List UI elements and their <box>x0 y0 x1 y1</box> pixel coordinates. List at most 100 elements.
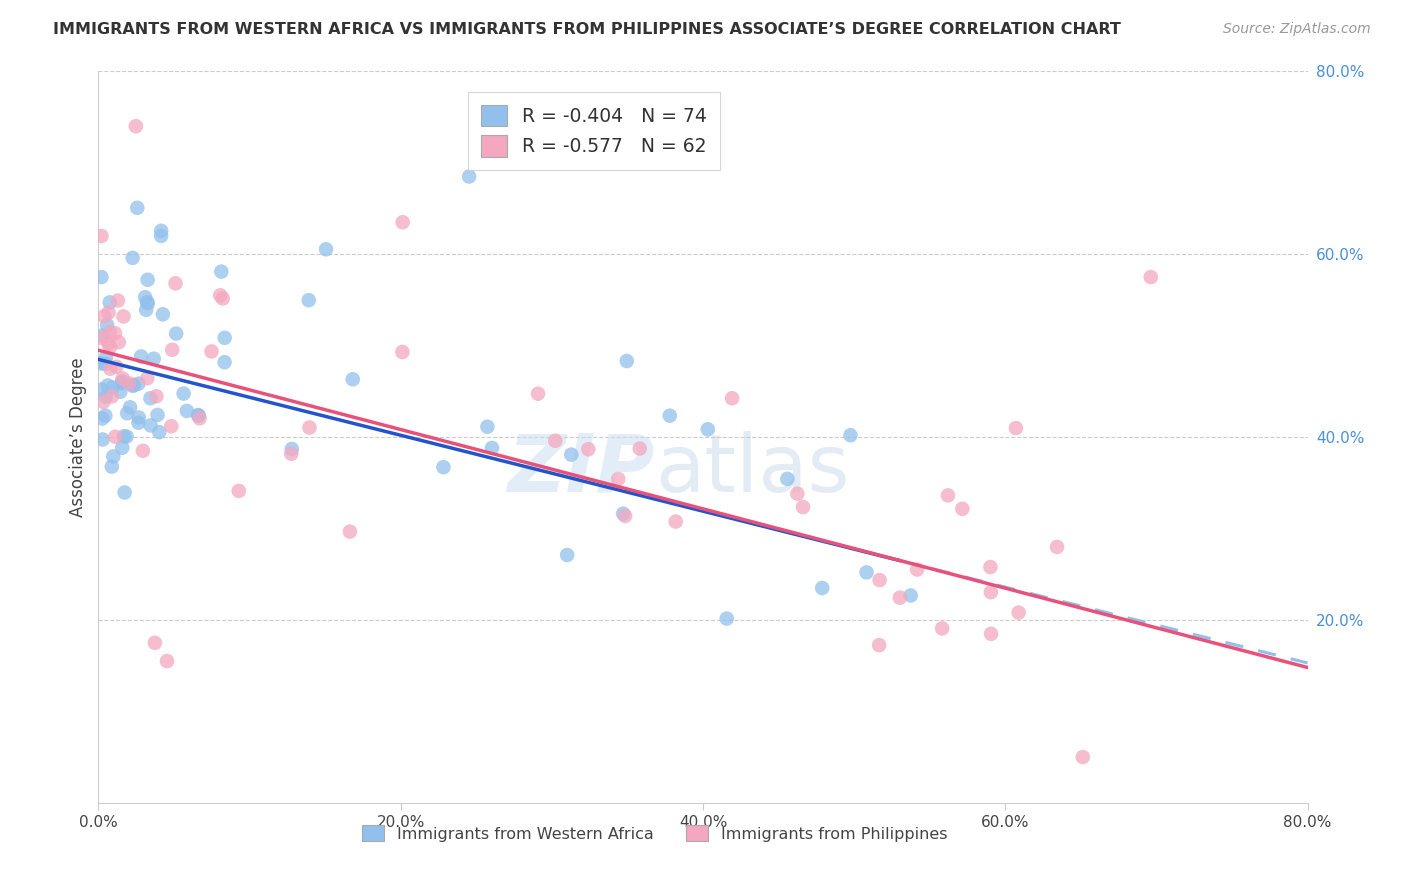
Point <box>665 515 688 529</box>
Point <box>281 442 304 456</box>
Point <box>612 507 634 521</box>
Point <box>458 169 481 184</box>
Point <box>544 434 567 448</box>
Point <box>98 340 121 354</box>
Point <box>776 472 799 486</box>
Point <box>94 409 117 423</box>
Point <box>111 375 134 389</box>
Point <box>93 395 115 409</box>
Point <box>614 508 637 523</box>
Point <box>121 251 143 265</box>
Point <box>98 361 121 376</box>
Point <box>980 627 1002 641</box>
Point <box>114 485 136 500</box>
Point <box>156 654 179 668</box>
Point <box>98 326 121 340</box>
Point <box>143 636 166 650</box>
Point <box>786 486 808 500</box>
Point <box>315 242 337 256</box>
Point <box>128 410 150 425</box>
Point <box>555 548 578 562</box>
Point <box>132 443 155 458</box>
Point <box>127 201 149 215</box>
Point <box>94 390 117 404</box>
Point <box>100 389 122 403</box>
Point <box>139 391 162 405</box>
Point <box>792 500 814 514</box>
Point <box>90 229 112 244</box>
Point <box>136 296 159 310</box>
Point <box>111 371 134 385</box>
Point <box>905 562 928 576</box>
Point <box>855 566 877 580</box>
Point <box>869 573 891 587</box>
Point <box>173 386 195 401</box>
Point <box>811 581 834 595</box>
Point <box>868 638 890 652</box>
Point <box>1005 421 1028 435</box>
Point <box>658 409 681 423</box>
Point <box>104 430 127 444</box>
Point <box>716 611 738 625</box>
Point <box>721 391 744 405</box>
Point <box>150 224 173 238</box>
Point <box>110 384 132 399</box>
Point <box>980 585 1002 599</box>
Point <box>104 326 127 341</box>
Point <box>108 335 131 350</box>
Point <box>134 290 156 304</box>
Point <box>112 310 135 324</box>
Point <box>135 302 157 317</box>
Point <box>127 416 149 430</box>
Point <box>616 354 638 368</box>
Point <box>477 419 499 434</box>
Point <box>127 376 149 391</box>
Point <box>97 378 120 392</box>
Text: IMMIGRANTS FROM WESTERN AFRICA VS IMMIGRANTS FROM PHILIPPINES ASSOCIATE’S DEGREE: IMMIGRANTS FROM WESTERN AFRICA VS IMMIGR… <box>53 22 1122 37</box>
Point <box>187 408 209 422</box>
Point <box>142 351 165 366</box>
Point <box>931 621 953 635</box>
Point <box>107 293 129 308</box>
Point <box>91 411 114 425</box>
Point <box>94 350 117 364</box>
Text: Source: ZipAtlas.com: Source: ZipAtlas.com <box>1223 22 1371 37</box>
Point <box>1007 606 1029 620</box>
Point <box>145 389 167 403</box>
Point <box>1071 750 1094 764</box>
Point <box>146 408 169 422</box>
Point <box>950 501 973 516</box>
Point <box>187 409 209 423</box>
Point <box>98 295 121 310</box>
Legend: Immigrants from Western Africa, Immigrants from Philippines: Immigrants from Western Africa, Immigran… <box>354 817 955 850</box>
Point <box>560 448 582 462</box>
Point <box>432 460 454 475</box>
Point <box>111 376 134 391</box>
Point <box>298 420 321 434</box>
Point <box>214 331 236 345</box>
Point <box>391 215 413 229</box>
Point <box>160 419 183 434</box>
Point <box>152 307 174 321</box>
Point <box>628 442 651 456</box>
Point <box>228 483 250 498</box>
Point <box>209 264 232 278</box>
Point <box>90 331 112 345</box>
Point <box>839 428 862 442</box>
Point <box>211 292 233 306</box>
Point <box>101 380 124 394</box>
Point <box>209 288 232 302</box>
Point <box>90 270 112 285</box>
Point <box>112 429 135 443</box>
Point <box>90 328 112 343</box>
Point <box>97 305 120 319</box>
Point <box>148 425 170 439</box>
Point <box>188 411 211 425</box>
Point <box>90 382 112 396</box>
Point <box>527 386 550 401</box>
Point <box>165 277 187 291</box>
Point <box>889 591 911 605</box>
Point <box>129 350 152 364</box>
Point <box>103 450 125 464</box>
Point <box>136 371 159 385</box>
